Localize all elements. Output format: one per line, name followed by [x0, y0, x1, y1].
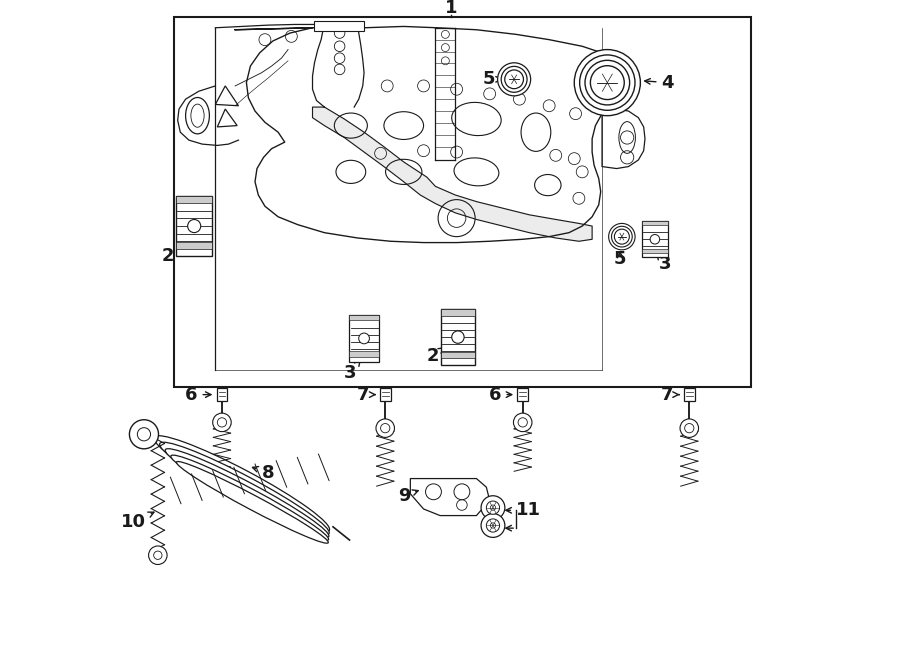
Text: 1: 1	[446, 0, 457, 17]
Circle shape	[491, 523, 496, 528]
FancyBboxPatch shape	[217, 388, 227, 401]
Ellipse shape	[176, 461, 328, 543]
Circle shape	[680, 419, 698, 438]
Circle shape	[501, 66, 527, 93]
Bar	[441, 352, 475, 358]
Circle shape	[334, 53, 345, 63]
Bar	[314, 21, 364, 31]
Ellipse shape	[159, 442, 329, 535]
Circle shape	[650, 235, 660, 244]
Circle shape	[334, 64, 345, 75]
Text: 5: 5	[614, 250, 626, 268]
Circle shape	[187, 219, 201, 233]
Text: 11: 11	[506, 501, 541, 520]
Circle shape	[608, 223, 635, 250]
Circle shape	[574, 50, 641, 116]
Text: 4: 4	[644, 73, 674, 92]
Bar	[176, 196, 212, 203]
Circle shape	[130, 420, 158, 449]
Circle shape	[585, 60, 630, 105]
Circle shape	[359, 333, 369, 344]
Bar	[441, 309, 475, 365]
Bar	[349, 351, 379, 356]
Circle shape	[154, 551, 162, 559]
Circle shape	[482, 496, 505, 520]
Circle shape	[491, 505, 496, 510]
Circle shape	[452, 331, 464, 343]
Circle shape	[486, 519, 500, 532]
FancyBboxPatch shape	[518, 388, 528, 401]
Bar	[349, 315, 379, 362]
Bar	[441, 309, 475, 316]
Ellipse shape	[154, 436, 329, 532]
Circle shape	[334, 28, 345, 38]
Circle shape	[138, 428, 150, 441]
Bar	[642, 221, 668, 257]
Polygon shape	[602, 109, 645, 169]
Circle shape	[482, 514, 505, 537]
Text: 7: 7	[357, 385, 375, 404]
Circle shape	[580, 55, 635, 110]
Circle shape	[486, 501, 500, 514]
Circle shape	[590, 65, 625, 100]
Circle shape	[217, 418, 227, 427]
Bar	[642, 249, 668, 253]
Circle shape	[381, 424, 390, 433]
Bar	[642, 221, 668, 225]
Ellipse shape	[171, 455, 328, 540]
Circle shape	[505, 70, 524, 89]
Circle shape	[148, 546, 167, 564]
Circle shape	[611, 226, 632, 247]
Circle shape	[498, 63, 531, 96]
Bar	[349, 315, 379, 321]
Text: 2: 2	[427, 346, 445, 365]
Text: 8: 8	[253, 463, 274, 482]
Text: 10: 10	[121, 512, 154, 531]
Text: 7: 7	[661, 385, 680, 404]
Text: 5: 5	[482, 70, 501, 89]
Bar	[175, 17, 751, 387]
Circle shape	[514, 413, 532, 432]
Polygon shape	[312, 107, 592, 241]
Bar	[176, 242, 212, 249]
Ellipse shape	[166, 449, 328, 537]
FancyBboxPatch shape	[380, 388, 391, 401]
FancyBboxPatch shape	[684, 388, 695, 401]
Polygon shape	[235, 26, 612, 243]
Bar	[176, 196, 212, 256]
Text: 3: 3	[344, 360, 361, 383]
Circle shape	[334, 41, 345, 52]
Circle shape	[212, 413, 231, 432]
Text: 3: 3	[656, 253, 671, 274]
Circle shape	[685, 424, 694, 433]
Text: 6: 6	[489, 385, 512, 404]
Text: 2: 2	[162, 245, 184, 266]
Circle shape	[615, 229, 629, 244]
Text: 6: 6	[185, 385, 211, 404]
Circle shape	[518, 418, 527, 427]
Text: 9: 9	[398, 486, 418, 505]
Circle shape	[376, 419, 394, 438]
